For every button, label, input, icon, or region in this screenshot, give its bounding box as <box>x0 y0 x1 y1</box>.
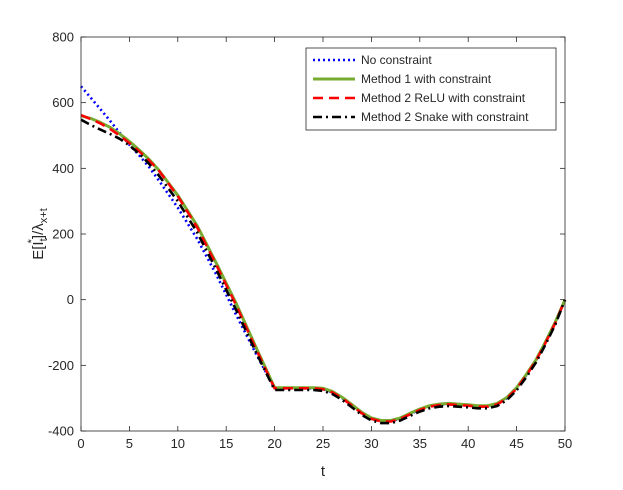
x-axis-ticks: 0 5 10 15 20 25 30 35 40 45 50 <box>77 37 572 451</box>
x-axis-label: t <box>321 463 326 480</box>
y-tick-label: -400 <box>48 424 74 439</box>
series-line-method-2-snake-with-constraint <box>80 118 567 425</box>
x-tick-label: 45 <box>509 436 523 451</box>
y-tick-label: 200 <box>52 227 74 242</box>
legend-label: Method 1 with constraint <box>361 72 492 86</box>
x-tick-label: 5 <box>126 436 133 451</box>
series-line-no-constraint <box>80 85 567 423</box>
y-tick-label: 800 <box>52 30 74 45</box>
y-axis-label-sub: t <box>38 238 50 241</box>
y-axis-ticks: -400 -200 0 200 400 600 800 <box>48 30 565 439</box>
x-tick-label: 10 <box>171 436 185 451</box>
x-tick-label: 0 <box>77 436 84 451</box>
x-tick-label: 40 <box>461 436 475 451</box>
y-axis-label-sup: * <box>26 238 38 243</box>
x-tick-label: 20 <box>267 436 281 451</box>
legend-box <box>305 47 557 131</box>
x-tick-label: 25 <box>316 436 330 451</box>
x-tick-label: 15 <box>219 436 233 451</box>
y-tick-label: -200 <box>48 358 74 373</box>
series-line-method-1-with-constraint <box>80 114 567 422</box>
legend-label: Method 2 Snake with constraint <box>361 110 529 124</box>
x-tick-label: 50 <box>558 436 572 451</box>
y-axis-label-tail-sub: x+t <box>38 208 50 223</box>
y-axis-label-main: E[I <box>30 241 47 259</box>
legend-label: Method 2 ReLU with constraint <box>361 91 526 105</box>
y-tick-label: 400 <box>52 161 74 176</box>
y-axis-label: E[It*]/λx+t <box>26 208 50 260</box>
legend-label: No constraint <box>361 53 432 67</box>
y-axis-label-tail: ]/λ <box>30 223 47 239</box>
y-tick-label: 0 <box>67 292 74 307</box>
series-layer <box>80 85 567 425</box>
x-tick-label: 30 <box>364 436 378 451</box>
x-tick-label: 35 <box>413 436 427 451</box>
series-line-method-2-relu-with-constraint <box>80 113 567 423</box>
y-tick-label: 600 <box>52 95 74 110</box>
legend: No constraint Method 1 with constraint Met… <box>305 47 557 131</box>
